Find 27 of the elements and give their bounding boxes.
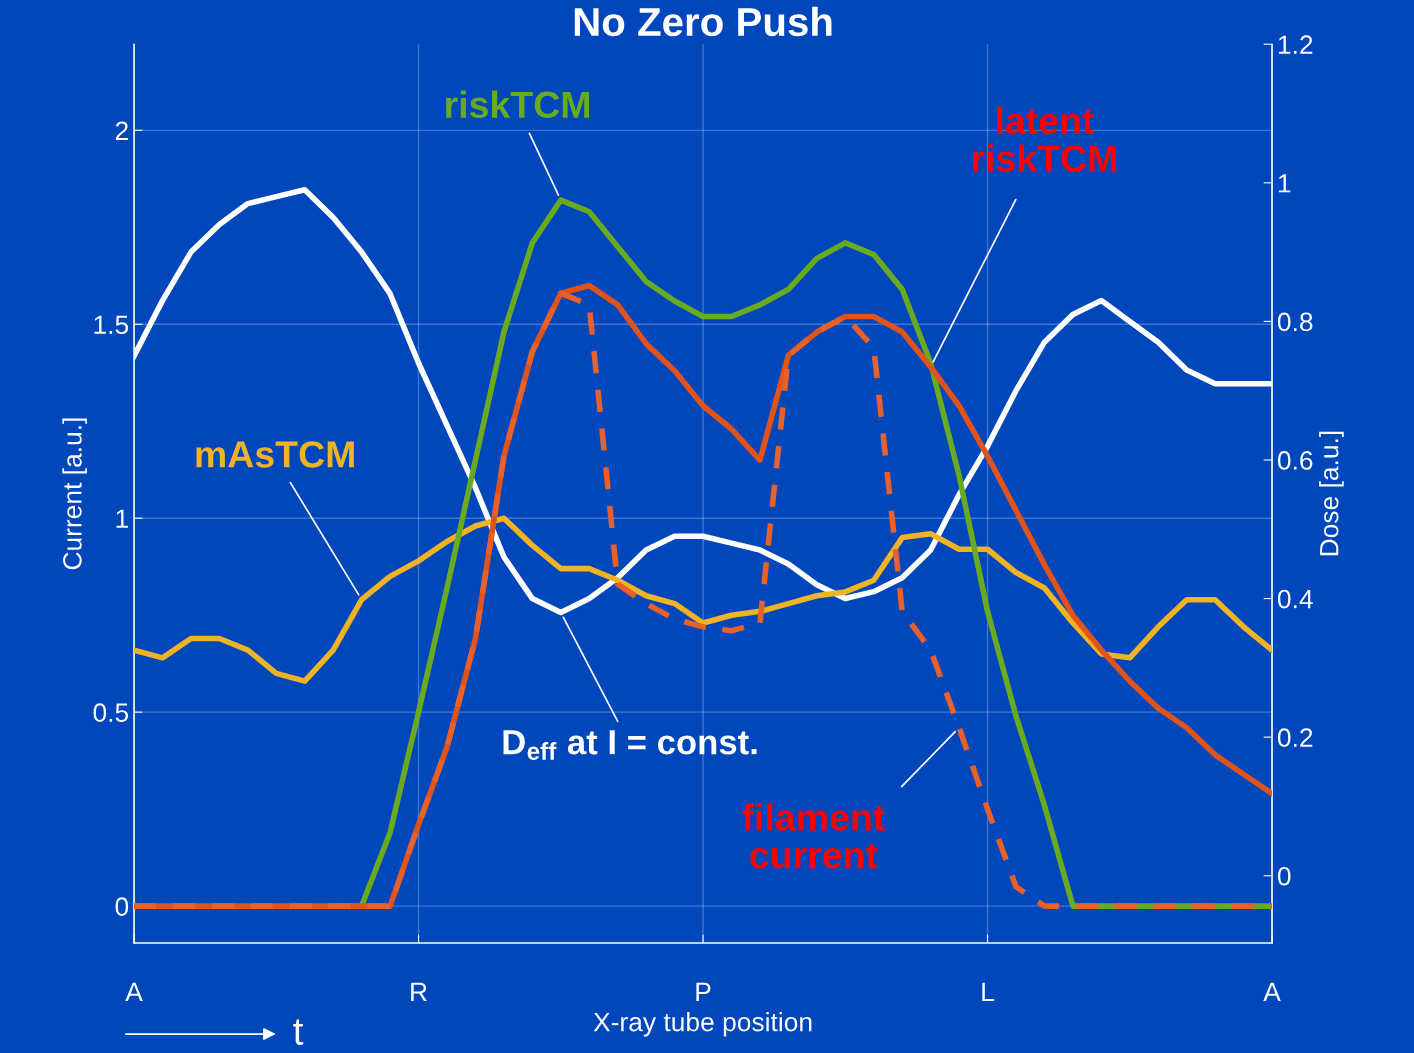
y2-tick-label: 1 (1278, 174, 1291, 193)
text: filament current (742, 803, 885, 869)
x-axis-title: X-ray tube position (593, 1012, 812, 1037)
y2-tick-label: 0.4 (1277, 589, 1313, 609)
text: latent riskTCM (972, 106, 1116, 172)
x-tick-label: A (1263, 982, 1281, 1001)
y2-axis-title: Dose [a.u.] (1319, 431, 1344, 556)
y2-tick-label: 1.2 (1278, 35, 1313, 54)
y-tick-label: 0.5 (93, 703, 129, 722)
y2-tick-label: 0.8 (1277, 312, 1313, 332)
x-tick-label: R (411, 982, 427, 1001)
x-tick-label: L (982, 982, 994, 1001)
y-tick-label: 1.5 (94, 315, 129, 335)
x-tick-label: P (696, 982, 711, 1001)
text: t (293, 1019, 304, 1045)
x-tick-label: A (125, 982, 143, 1001)
text: D$_{eff}$ at I = const. (503, 730, 757, 760)
text: riskTCM (446, 90, 590, 119)
text: mAsTCM (196, 441, 354, 468)
y2-tick-label: 0.6 (1277, 451, 1313, 470)
y-axis-title: Current [a.u.] (62, 418, 87, 570)
y2-tick-label: 0 (1277, 866, 1291, 886)
y-tick-label: 2 (115, 121, 128, 140)
y-tick-label: 1 (116, 509, 128, 528)
y-tick-label: 0 (115, 897, 129, 916)
y2-tick-label: 0.2 (1277, 728, 1313, 747)
chart-title: No Zero Push (574, 6, 832, 37)
